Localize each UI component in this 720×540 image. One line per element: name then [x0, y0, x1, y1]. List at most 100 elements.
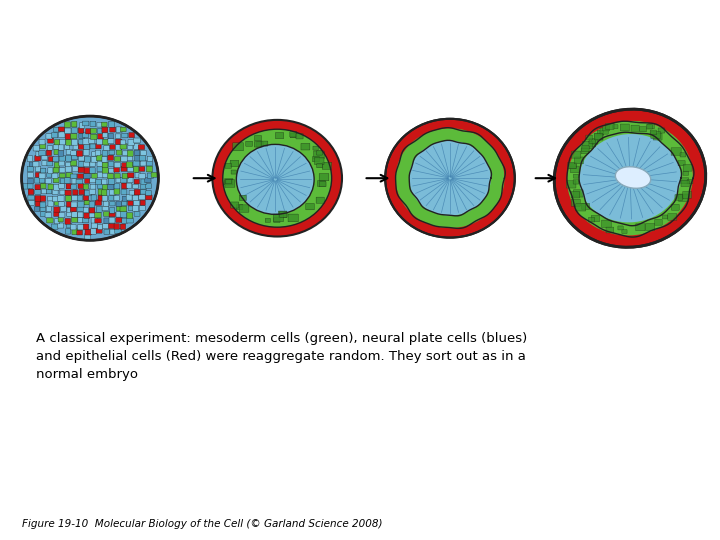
FancyBboxPatch shape	[91, 173, 97, 178]
FancyBboxPatch shape	[108, 179, 114, 184]
FancyBboxPatch shape	[230, 160, 239, 167]
FancyBboxPatch shape	[139, 173, 145, 179]
FancyBboxPatch shape	[85, 234, 91, 239]
FancyBboxPatch shape	[140, 155, 145, 161]
FancyBboxPatch shape	[48, 146, 53, 150]
FancyBboxPatch shape	[613, 125, 618, 129]
FancyBboxPatch shape	[254, 136, 261, 141]
FancyBboxPatch shape	[120, 144, 127, 149]
FancyBboxPatch shape	[39, 173, 45, 179]
FancyBboxPatch shape	[121, 166, 127, 171]
FancyBboxPatch shape	[122, 200, 127, 206]
FancyBboxPatch shape	[54, 150, 60, 154]
FancyBboxPatch shape	[84, 157, 91, 162]
FancyBboxPatch shape	[582, 141, 593, 149]
FancyBboxPatch shape	[71, 155, 78, 160]
FancyBboxPatch shape	[72, 179, 77, 184]
FancyBboxPatch shape	[83, 121, 89, 126]
FancyBboxPatch shape	[54, 212, 60, 217]
FancyBboxPatch shape	[72, 229, 78, 235]
FancyBboxPatch shape	[646, 224, 654, 231]
Text: A classical experiment: mesoderm cells (green), neural plate cells (blues)
and e: A classical experiment: mesoderm cells (…	[36, 332, 527, 381]
FancyBboxPatch shape	[225, 179, 233, 185]
FancyBboxPatch shape	[73, 167, 78, 172]
FancyBboxPatch shape	[683, 165, 692, 171]
FancyBboxPatch shape	[121, 190, 127, 194]
FancyBboxPatch shape	[114, 166, 120, 172]
FancyBboxPatch shape	[138, 145, 145, 150]
FancyBboxPatch shape	[53, 177, 59, 183]
FancyBboxPatch shape	[290, 133, 296, 138]
FancyBboxPatch shape	[66, 134, 71, 139]
FancyBboxPatch shape	[84, 195, 89, 200]
FancyBboxPatch shape	[573, 190, 583, 197]
FancyBboxPatch shape	[594, 133, 603, 140]
FancyBboxPatch shape	[89, 212, 95, 217]
FancyBboxPatch shape	[140, 161, 146, 166]
Ellipse shape	[567, 121, 693, 235]
FancyBboxPatch shape	[127, 155, 132, 161]
FancyBboxPatch shape	[318, 180, 325, 186]
FancyBboxPatch shape	[72, 212, 77, 217]
FancyBboxPatch shape	[265, 218, 271, 222]
FancyBboxPatch shape	[78, 139, 85, 145]
FancyBboxPatch shape	[102, 157, 107, 163]
FancyBboxPatch shape	[53, 196, 58, 202]
FancyBboxPatch shape	[39, 177, 45, 183]
FancyBboxPatch shape	[71, 151, 76, 156]
FancyBboxPatch shape	[89, 167, 95, 173]
FancyBboxPatch shape	[48, 157, 53, 161]
FancyBboxPatch shape	[40, 212, 46, 217]
FancyBboxPatch shape	[67, 207, 72, 212]
FancyBboxPatch shape	[104, 212, 110, 216]
FancyBboxPatch shape	[27, 173, 34, 178]
FancyBboxPatch shape	[127, 183, 132, 188]
FancyBboxPatch shape	[126, 194, 132, 200]
FancyBboxPatch shape	[650, 130, 657, 135]
FancyBboxPatch shape	[28, 189, 34, 194]
FancyBboxPatch shape	[647, 125, 652, 129]
FancyBboxPatch shape	[64, 122, 71, 127]
FancyBboxPatch shape	[66, 166, 72, 172]
FancyBboxPatch shape	[678, 160, 685, 166]
FancyBboxPatch shape	[120, 206, 127, 212]
FancyBboxPatch shape	[135, 156, 141, 161]
FancyBboxPatch shape	[48, 201, 53, 207]
FancyBboxPatch shape	[133, 166, 139, 172]
FancyBboxPatch shape	[288, 214, 298, 222]
FancyBboxPatch shape	[35, 166, 41, 172]
FancyBboxPatch shape	[109, 122, 114, 127]
FancyBboxPatch shape	[39, 139, 45, 145]
FancyBboxPatch shape	[571, 199, 580, 206]
FancyBboxPatch shape	[54, 127, 60, 132]
FancyBboxPatch shape	[319, 173, 329, 181]
FancyBboxPatch shape	[129, 191, 135, 195]
FancyBboxPatch shape	[115, 139, 122, 144]
FancyBboxPatch shape	[620, 124, 629, 131]
FancyBboxPatch shape	[90, 121, 96, 126]
FancyBboxPatch shape	[573, 174, 579, 178]
FancyBboxPatch shape	[127, 218, 133, 223]
FancyBboxPatch shape	[91, 129, 96, 133]
FancyBboxPatch shape	[581, 148, 589, 154]
FancyBboxPatch shape	[109, 212, 115, 217]
FancyBboxPatch shape	[71, 134, 77, 139]
FancyBboxPatch shape	[83, 139, 89, 145]
FancyBboxPatch shape	[597, 130, 604, 135]
FancyBboxPatch shape	[58, 217, 63, 222]
FancyBboxPatch shape	[78, 167, 84, 173]
FancyBboxPatch shape	[121, 156, 127, 161]
FancyBboxPatch shape	[566, 181, 576, 188]
FancyBboxPatch shape	[84, 213, 90, 218]
FancyBboxPatch shape	[35, 177, 40, 183]
FancyBboxPatch shape	[40, 144, 45, 149]
FancyBboxPatch shape	[78, 128, 84, 133]
FancyBboxPatch shape	[648, 124, 654, 129]
FancyBboxPatch shape	[77, 206, 84, 211]
FancyBboxPatch shape	[71, 128, 77, 133]
FancyBboxPatch shape	[89, 207, 95, 213]
FancyBboxPatch shape	[71, 206, 76, 212]
FancyBboxPatch shape	[79, 123, 85, 129]
FancyBboxPatch shape	[33, 162, 39, 167]
FancyBboxPatch shape	[45, 213, 52, 218]
